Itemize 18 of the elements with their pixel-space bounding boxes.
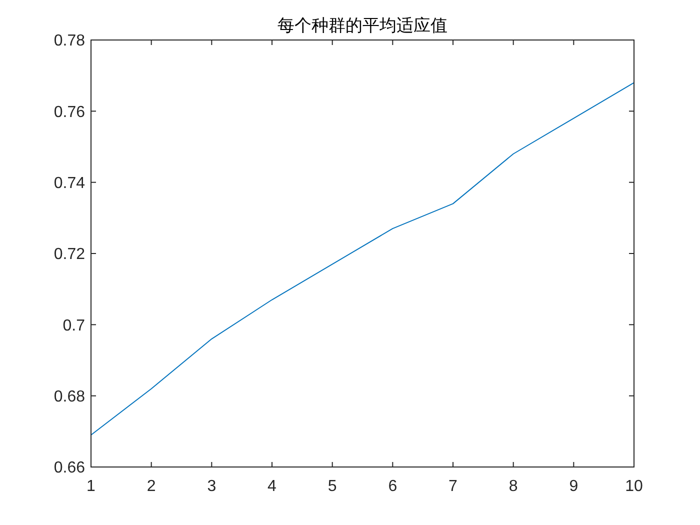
x-tick-label: 7: [448, 478, 458, 495]
x-tick-label: 8: [508, 478, 518, 495]
y-tick-label: 0.72: [54, 246, 85, 264]
x-tick-label: 2: [146, 478, 156, 495]
y-tick-label: 0.68: [54, 388, 85, 406]
x-tick-label: 4: [268, 478, 276, 495]
x-tick-label: 6: [388, 478, 398, 495]
x-tick-label: 1: [86, 478, 96, 495]
x-tick-label: 5: [328, 478, 337, 495]
y-tick-label: 0.7: [62, 317, 85, 334]
y-tick-label: 0.66: [54, 460, 85, 477]
y-tick-label: 0.78: [54, 32, 85, 50]
x-tick-label: 3: [207, 478, 216, 495]
x-tick-label: 10: [625, 478, 643, 495]
x-tick-label: 9: [569, 478, 578, 495]
title: 每个种群的平均适应值: [278, 16, 448, 35]
y-tick-label: 0.74: [54, 175, 85, 192]
y-tick-label: 0.76: [54, 104, 85, 121]
